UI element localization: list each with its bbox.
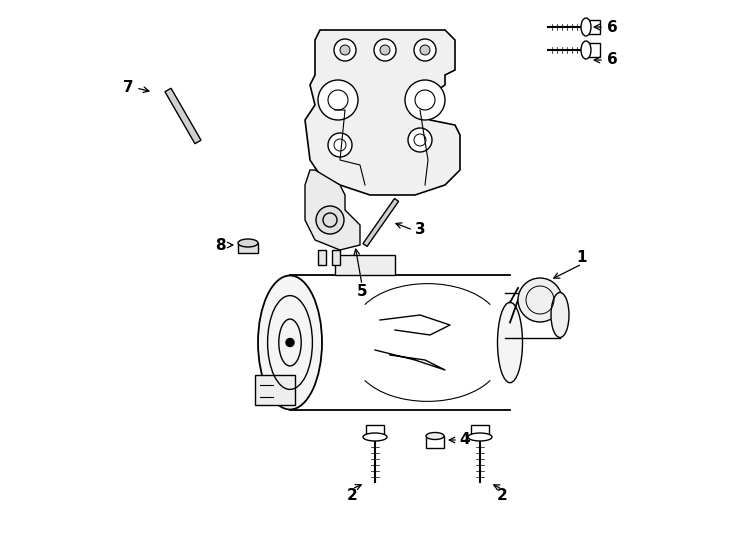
Polygon shape <box>426 436 444 448</box>
Polygon shape <box>471 425 489 437</box>
Circle shape <box>286 339 294 347</box>
Polygon shape <box>335 255 395 275</box>
Circle shape <box>316 206 344 234</box>
Text: 4: 4 <box>459 433 470 448</box>
Ellipse shape <box>581 41 591 59</box>
Text: 3: 3 <box>415 222 425 238</box>
Circle shape <box>414 39 436 61</box>
Polygon shape <box>332 250 340 265</box>
Polygon shape <box>318 250 326 265</box>
Polygon shape <box>586 20 600 34</box>
Text: 8: 8 <box>214 238 225 253</box>
Polygon shape <box>255 375 295 405</box>
Ellipse shape <box>468 433 492 441</box>
Polygon shape <box>366 425 384 437</box>
Text: 2: 2 <box>497 488 507 503</box>
Text: 2: 2 <box>346 488 357 503</box>
Polygon shape <box>165 88 201 144</box>
Circle shape <box>334 39 356 61</box>
Circle shape <box>518 278 562 322</box>
Text: 6: 6 <box>606 19 617 35</box>
Ellipse shape <box>238 239 258 247</box>
Ellipse shape <box>498 302 523 383</box>
Polygon shape <box>238 243 258 253</box>
Polygon shape <box>305 30 460 195</box>
Circle shape <box>328 133 352 157</box>
Polygon shape <box>305 170 360 250</box>
Circle shape <box>420 45 430 55</box>
Circle shape <box>408 128 432 152</box>
Ellipse shape <box>426 433 444 440</box>
Polygon shape <box>363 199 399 246</box>
Ellipse shape <box>363 433 387 441</box>
Circle shape <box>405 80 445 120</box>
Circle shape <box>340 45 350 55</box>
Ellipse shape <box>551 293 569 338</box>
Text: 5: 5 <box>357 285 367 300</box>
Text: 6: 6 <box>606 52 617 68</box>
Circle shape <box>374 39 396 61</box>
Polygon shape <box>586 43 600 57</box>
Text: 1: 1 <box>577 251 587 266</box>
Circle shape <box>380 45 390 55</box>
Ellipse shape <box>258 275 322 409</box>
Text: 7: 7 <box>123 80 134 96</box>
Circle shape <box>318 80 358 120</box>
Ellipse shape <box>581 18 591 36</box>
